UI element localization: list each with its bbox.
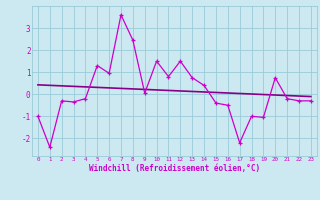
X-axis label: Windchill (Refroidissement éolien,°C): Windchill (Refroidissement éolien,°C) <box>89 164 260 173</box>
